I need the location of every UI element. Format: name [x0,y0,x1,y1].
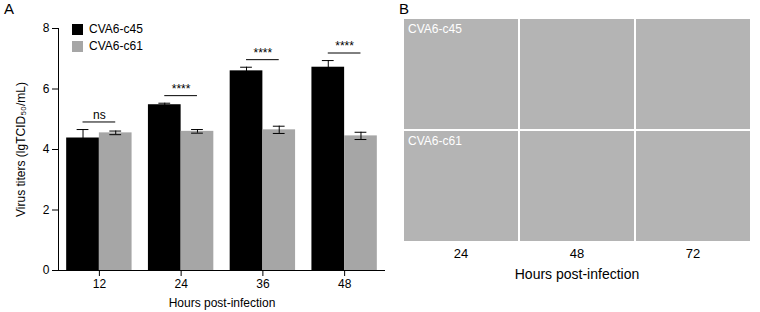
svg-text:12: 12 [93,277,107,291]
html-text:B: B [399,0,409,17]
svg-text:****: **** [335,39,354,53]
html-text:CVA6-c61: CVA6-c61 [89,39,143,53]
html-text:48: 48 [569,246,585,261]
svg-text:4: 4 [43,142,50,156]
svg-text:****: **** [172,82,191,96]
svg-text:2: 2 [43,203,50,217]
svg-text:6: 6 [43,82,50,96]
svg-text:****: **** [254,46,273,60]
svg-text:8: 8 [43,21,50,35]
svg-text:36: 36 [256,277,270,291]
svg-text:ns: ns [93,108,106,122]
html-text:CVA6-c61: CVA6-c61 [408,134,462,148]
html-text:A: A [4,0,14,17]
svg-text:Virus titers (lgTCID₅₀/mL): Virus titers (lgTCID₅₀/mL) [14,82,28,217]
svg-text:24: 24 [174,277,188,291]
html-text:CVA6-c45: CVA6-c45 [89,22,143,36]
html-text:72: 72 [685,246,701,261]
svg-text:48: 48 [338,277,352,291]
html-text:Hours post-infection: Hours post-infection [514,266,640,282]
svg-text:0: 0 [43,263,50,277]
html-text:24: 24 [453,246,469,261]
html-text:CVA6-c45: CVA6-c45 [408,22,462,36]
svg-text:Hours post-infection: Hours post-infection [169,296,276,310]
